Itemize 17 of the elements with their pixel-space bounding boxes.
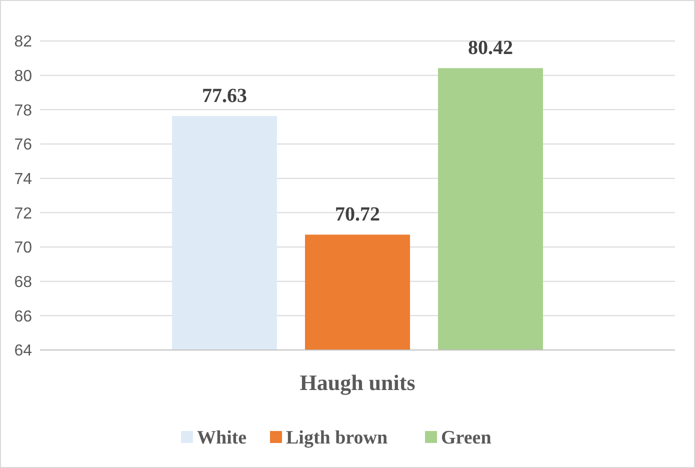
y-tick-label: 70	[14, 240, 32, 257]
x-tick-label: Haugh units	[300, 370, 416, 395]
data-label: 80.42	[468, 37, 513, 60]
y-tick-label: 68	[14, 274, 32, 291]
y-tick-label: 66	[14, 308, 32, 326]
y-tick-label: 82	[14, 34, 32, 51]
data-label: 70.72	[335, 204, 380, 226]
y-tick-label: 78	[14, 102, 32, 120]
legend-label: White	[197, 428, 247, 449]
data-label: 77.63	[202, 85, 247, 108]
y-tick-label: 74	[14, 170, 32, 188]
legend-label: Ligth brown	[286, 428, 388, 449]
y-tick-label: 80	[14, 68, 32, 85]
y-tick-label: 64	[14, 342, 32, 360]
y-tick-label: 72	[14, 205, 32, 222]
y-tick-label: 76	[14, 136, 32, 154]
legend-label: Green	[441, 428, 492, 449]
